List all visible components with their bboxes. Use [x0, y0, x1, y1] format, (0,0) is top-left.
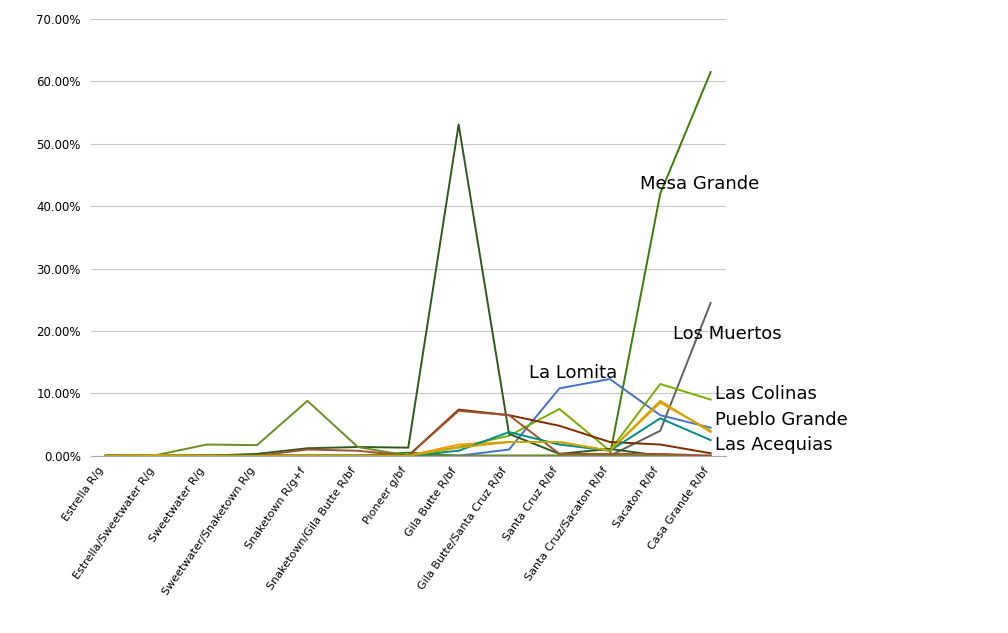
Text: Pueblo Grande: Pueblo Grande — [715, 411, 848, 429]
Text: Los Muertos: Los Muertos — [672, 325, 781, 343]
Text: Las Colinas: Las Colinas — [715, 385, 816, 403]
Text: Mesa Grande: Mesa Grande — [640, 175, 759, 193]
Text: La Lomita: La Lomita — [529, 365, 618, 382]
Text: Las Acequias: Las Acequias — [715, 436, 833, 453]
